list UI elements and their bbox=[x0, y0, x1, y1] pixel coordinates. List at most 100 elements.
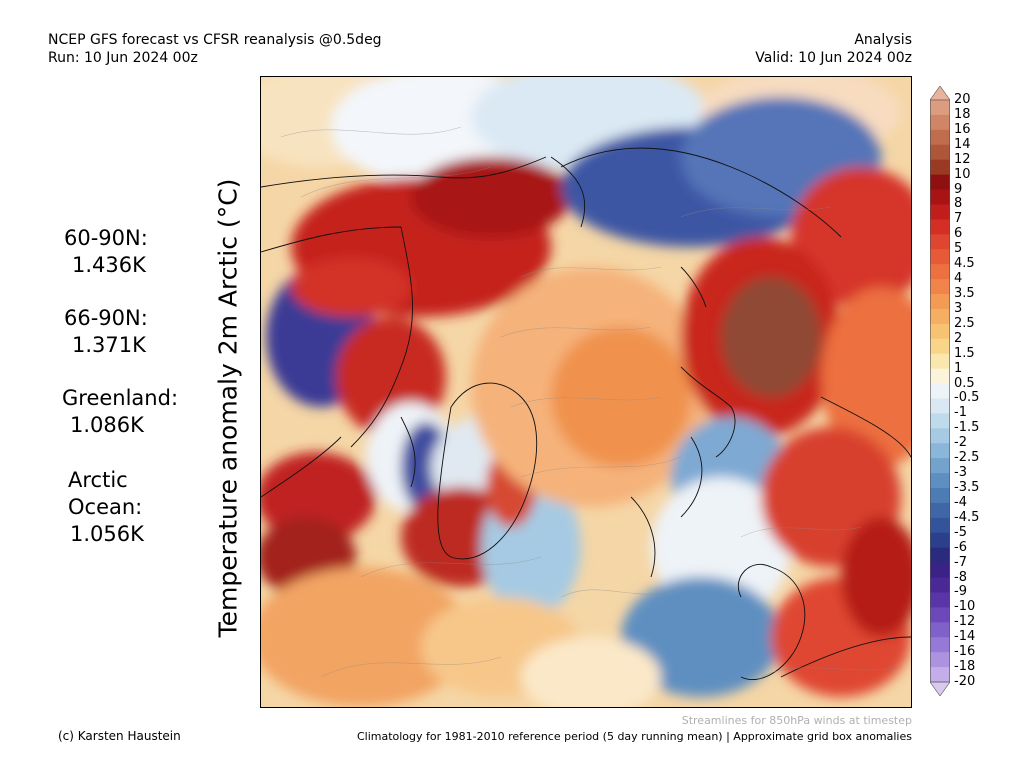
colorbar-swatch bbox=[930, 652, 950, 668]
colorbar-tick-label: -20 bbox=[954, 674, 976, 689]
colorbar-swatch bbox=[930, 592, 950, 608]
variable-label: Temperature anomaly 2m Arctic (°C) bbox=[213, 178, 243, 638]
colorbar-tick-label: 5 bbox=[954, 241, 963, 257]
colorbar-swatch bbox=[930, 323, 950, 340]
map-header-left: NCEP GFS forecast vs CFSR reanalysis @0.… bbox=[48, 31, 382, 67]
stat-region: Greenland: bbox=[62, 386, 179, 410]
streamlines-note: Streamlines for 850hPa winds at timestep bbox=[681, 714, 912, 727]
colorbar-swatch bbox=[930, 502, 950, 519]
stat-region: 66-90N: bbox=[64, 306, 148, 330]
colorbar-swatch bbox=[930, 517, 950, 534]
colorbar-swatch bbox=[930, 577, 950, 593]
colorbar-swatch bbox=[930, 473, 950, 489]
colorbar-tick-label: -5 bbox=[954, 524, 967, 540]
colorbar-tick-label: -1 bbox=[954, 405, 967, 421]
valid-time: Valid: 10 Jun 2024 00z bbox=[755, 50, 912, 66]
colorbar-swatch bbox=[930, 353, 950, 370]
colorbar-swatch bbox=[930, 234, 950, 250]
colorbar-swatch bbox=[930, 159, 950, 176]
colorbar-swatch bbox=[930, 458, 950, 474]
colorbar-labels: 20 18 16 14 12 10 9 8 7 6 5 4.5 4 3.5 3 2.5 2 1.5 1 0.5 -0.5… bbox=[954, 86, 1014, 696]
colorbar-tick-label: 20 bbox=[954, 92, 971, 107]
colorbar-tick-label: -3.5 bbox=[954, 480, 980, 495]
colorbar-swatch bbox=[930, 264, 950, 280]
colorbar-swatch bbox=[930, 532, 950, 549]
colorbar-swatch bbox=[930, 249, 950, 265]
colorbar-swatch bbox=[930, 174, 950, 191]
colorbar-tick-label: 8 bbox=[954, 196, 963, 212]
colorbar-tick-label: 0.5 bbox=[954, 375, 975, 391]
colorbar-tick-label: -7 bbox=[954, 554, 967, 570]
colorbar-tick-label: -16 bbox=[954, 644, 976, 660]
colorbar-swatch bbox=[930, 637, 950, 653]
colorbar-tick-label: 7 bbox=[954, 211, 963, 227]
wind-streamlines bbox=[280, 126, 902, 678]
stat-region: 60-90N: bbox=[64, 226, 148, 250]
colorbar-swatch bbox=[930, 189, 950, 205]
colorbar-tick-label: 10 bbox=[954, 166, 971, 182]
colorbar-swatch bbox=[930, 547, 950, 564]
colorbar-tick-label: -9 bbox=[954, 584, 967, 600]
stat-region-line: Arctic bbox=[68, 468, 128, 492]
colorbar-tick-label: 6 bbox=[954, 226, 963, 242]
colorbar-tick-label: -6 bbox=[954, 539, 967, 555]
colorbar-tick-label: -4.5 bbox=[954, 509, 980, 525]
colorbar-tick-label: 3.5 bbox=[954, 286, 975, 301]
colorbar-tick-label: 1.5 bbox=[954, 345, 975, 361]
stat-value: 1.086K bbox=[70, 413, 144, 437]
stat-60-90n: 60-90N: 1.436K bbox=[64, 225, 148, 279]
credit: (c) Karsten Haustein bbox=[58, 729, 181, 743]
run-time: Run: 10 Jun 2024 00z bbox=[48, 50, 198, 66]
colorbar-swatch bbox=[930, 279, 950, 295]
colorbar-swatch bbox=[930, 368, 950, 385]
colorbar-frame bbox=[930, 99, 950, 683]
colorbar-tick-label: 14 bbox=[954, 136, 971, 152]
colorbar-tick-label: 16 bbox=[954, 121, 971, 137]
map-canvas bbox=[261, 77, 911, 707]
colorbar-tick-label: -10 bbox=[954, 599, 976, 615]
colorbar-swatch bbox=[930, 562, 950, 579]
colorbar-tick-label: -1.5 bbox=[954, 420, 980, 436]
colorbar-tick-label: -0.5 bbox=[954, 390, 980, 406]
colorbar-tick-label: -12 bbox=[954, 614, 976, 630]
colorbar-tick-label: -2 bbox=[954, 435, 967, 451]
colorbar-swatch bbox=[930, 204, 950, 220]
colorbar-swatch bbox=[930, 219, 950, 235]
colorbar-swatch bbox=[930, 428, 950, 444]
anomaly-map bbox=[260, 76, 912, 708]
colorbar-swatch bbox=[930, 308, 950, 325]
mode-label: Analysis bbox=[854, 32, 912, 48]
colorbar-tick-label: -2.5 bbox=[954, 450, 980, 466]
colorbar-min-arrow bbox=[930, 681, 950, 696]
colorbar-swatch bbox=[930, 383, 950, 399]
stat-value: 1.371K bbox=[72, 333, 146, 357]
colorbar-tick-label: -4 bbox=[954, 494, 967, 510]
colorbar-tick-label: 3 bbox=[954, 300, 963, 316]
colorbar-swatch bbox=[930, 100, 950, 116]
colorbar-tick-label: 2 bbox=[954, 330, 963, 346]
colorbar-tick-label: 4.5 bbox=[954, 256, 975, 272]
colorbar-swatch bbox=[930, 144, 950, 161]
colorbar-swatch bbox=[930, 443, 950, 459]
map-header-right: Analysis Valid: 10 Jun 2024 00z bbox=[755, 31, 912, 67]
colorbar-swatch bbox=[930, 667, 950, 683]
colorbar-tick-label: 4 bbox=[954, 271, 963, 287]
colorbar-tick-label: -3 bbox=[954, 465, 967, 481]
colorbar-swatch bbox=[930, 622, 950, 638]
climatology-note: Climatology for 1981-2010 reference peri… bbox=[356, 730, 912, 743]
colorbar-tick-label: 12 bbox=[954, 151, 971, 167]
colorbar-tick-label: 9 bbox=[954, 181, 963, 197]
colorbar-swatch bbox=[930, 129, 950, 146]
stat-region-line: Ocean: bbox=[68, 495, 143, 519]
colorbar-swatch bbox=[930, 114, 950, 131]
colorbar-tick-label: 18 bbox=[954, 106, 971, 122]
colorbar-swatch bbox=[930, 338, 950, 355]
colorbar-swatch bbox=[930, 413, 950, 429]
colorbar-tick-label: -8 bbox=[954, 569, 967, 585]
stat-value: 1.056K bbox=[70, 522, 144, 546]
map-title: NCEP GFS forecast vs CFSR reanalysis @0.… bbox=[48, 32, 382, 48]
colorbar bbox=[930, 86, 950, 696]
colorbar-swatch bbox=[930, 607, 950, 623]
colorbar-tick-label: -18 bbox=[954, 659, 976, 675]
colorbar-swatch bbox=[930, 294, 950, 310]
